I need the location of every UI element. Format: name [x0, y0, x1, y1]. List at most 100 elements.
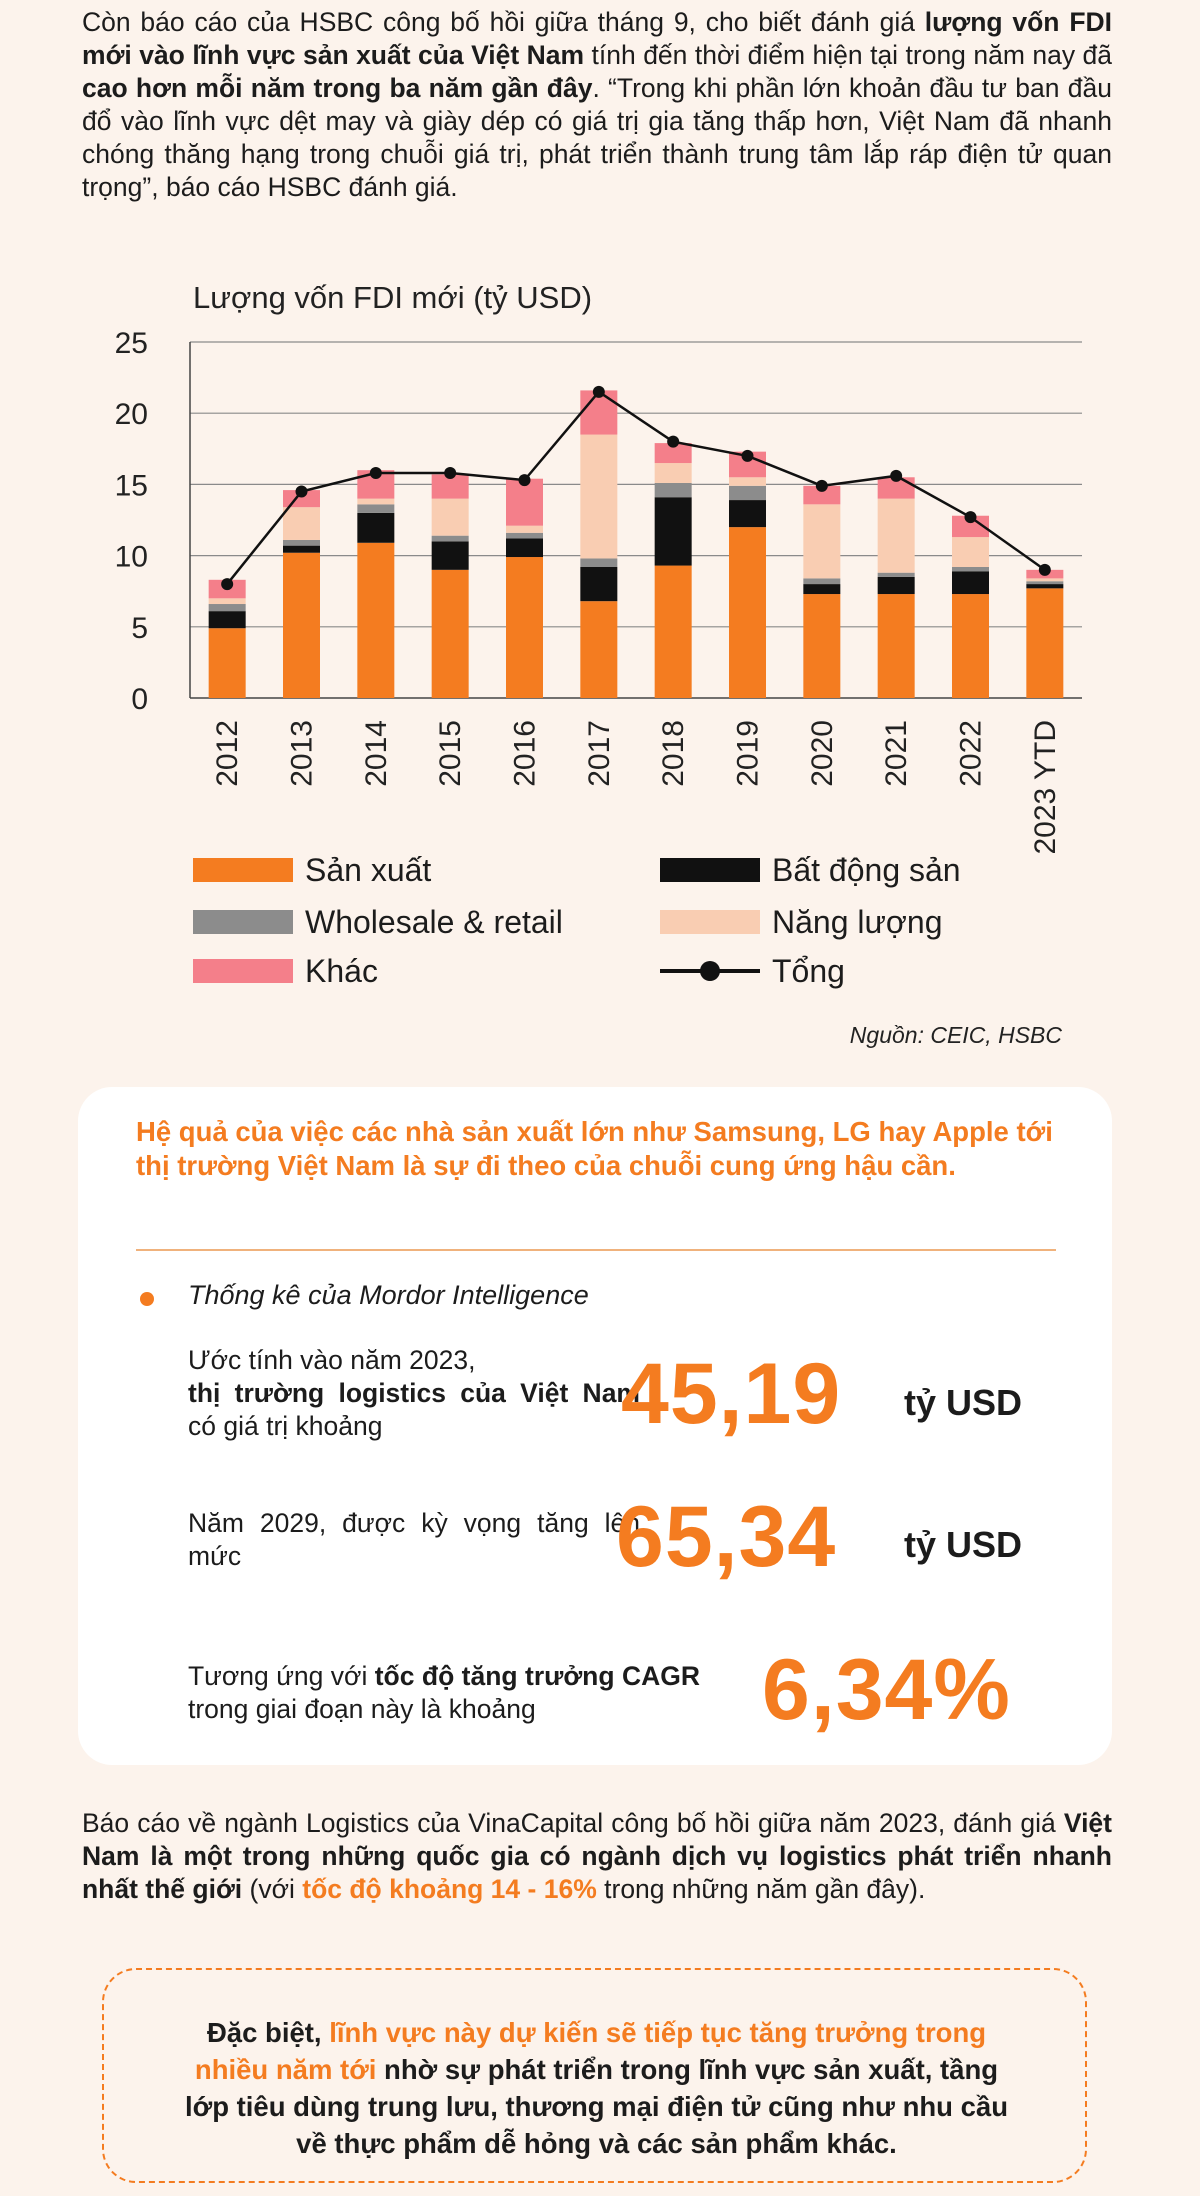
legend-label-wholesale: Wholesale & retail — [305, 904, 563, 940]
bar-segment — [952, 566, 989, 572]
stats-card: Hệ quả của việc các nhà sản xuất lớn như… — [78, 1087, 1112, 1765]
x-tick-label: 2013 — [286, 720, 319, 787]
stat2-text: Năm 2029, được kỳ vọng tăng lên mức — [188, 1508, 640, 1571]
callout-text: Đặc biệt, lĩnh vực này dự kiến sẽ tiếp t… — [174, 2014, 1019, 2162]
card-bullet-source: Thống kê của Mordor Intelligence — [188, 1280, 589, 1310]
callout-box: Đặc biệt, lĩnh vực này dự kiến sẽ tiếp t… — [102, 1968, 1087, 2183]
legend-label-other: Khác — [305, 953, 378, 989]
legend-item-energy: Năng lượng — [660, 902, 943, 942]
bar-segment — [877, 576, 915, 595]
legend-item-real-estate: Bất động sản — [660, 850, 961, 890]
bar-segment — [877, 477, 915, 499]
stat3-post: trong giai đoạn này là khoảng — [188, 1694, 536, 1724]
bar-segment — [208, 611, 246, 629]
callout-bold-2: nhờ sự phát triển trong lĩnh vực sản xuấ… — [185, 2054, 1008, 2159]
card-headline: Hệ quả của việc các nhà sản xuất lớn như… — [136, 1116, 1053, 1181]
outro-text-2: (với — [242, 1874, 303, 1904]
x-tick-label: 2019 — [732, 720, 765, 787]
bar-segment — [803, 504, 841, 579]
total-point — [815, 479, 828, 492]
bar-segment — [952, 571, 989, 595]
bar-segment — [580, 558, 618, 567]
bullet-dot-icon — [140, 1292, 154, 1306]
bar-segment — [654, 463, 692, 483]
total-line — [226, 390, 1046, 585]
bar-segment — [803, 578, 841, 585]
bar-segment — [952, 515, 989, 538]
bar-segment — [506, 557, 543, 698]
bar-segment — [729, 500, 766, 528]
legend-label-manufacturing: Sản xuất — [305, 852, 432, 888]
intro-text-2: tính đến thời điểm hiện tại trong năm na… — [584, 40, 1112, 70]
stat3-pre: Tương ứng với — [188, 1661, 375, 1691]
x-tick-label: 2020 — [806, 720, 839, 787]
total-point — [741, 449, 754, 462]
legend-swatch-other — [193, 959, 293, 983]
outro-text-3: trong những năm gần đây). — [596, 1874, 926, 1904]
bar-segment — [729, 477, 766, 486]
legend-swatch-wholesale — [193, 910, 293, 934]
bar-segment — [654, 565, 692, 698]
bar-segment — [431, 498, 469, 536]
intro-bold-1: lượng vốn FDI mới vào lĩnh vực sản xuất … — [82, 7, 1113, 70]
y-tick-label: 25 — [115, 327, 148, 360]
stat2-unit: tỷ USD — [904, 1524, 1023, 1565]
legend-swatch-manufacturing — [193, 858, 293, 882]
intro-text-3: . “Trong khi phần lớn khoản đầu tư ban đ… — [82, 73, 1112, 202]
bar-segment — [952, 594, 989, 698]
x-tick-label: 2018 — [657, 720, 690, 787]
card-divider — [136, 1249, 1056, 1251]
stat2-label: Năm 2029, được kỳ vọng tăng lên mức — [188, 1507, 640, 1573]
x-tick-label: 2021 — [880, 720, 913, 787]
legend-label-energy: Năng lượng — [772, 904, 943, 940]
fdi-chart: Lượng vốn FDI mới (tỷ USD) 0 5 10 15 20 25 2012… — [115, 280, 1082, 855]
bar-segment — [357, 512, 395, 543]
bar-segment — [357, 542, 395, 698]
outro-paragraph: Báo cáo về ngành Logistics của VinaCapit… — [82, 1807, 1112, 1906]
bar-segment — [803, 594, 841, 698]
x-tick-label: 2014 — [360, 720, 393, 787]
bar-segment — [1026, 581, 1064, 585]
total-point — [890, 469, 903, 482]
total-point — [592, 385, 605, 398]
x-tick-label: 2017 — [583, 720, 616, 787]
chart-title: Lượng vốn FDI mới (tỷ USD) — [193, 280, 592, 315]
legend-item-total: Tổng — [660, 951, 845, 991]
bar-segment — [654, 482, 692, 498]
bar-segment — [1026, 578, 1064, 582]
stat2-value: 65,34 — [616, 1489, 837, 1585]
bar-segment — [506, 538, 543, 558]
bar-segment — [580, 566, 618, 602]
outro-bold-1: Việt Nam là một trong những quốc gia có … — [82, 1808, 1112, 1904]
y-tick-label: 5 — [131, 612, 148, 645]
total-point — [1038, 563, 1051, 576]
stat3-label: Tương ứng với tốc độ tăng trưởng CAGR tr… — [188, 1660, 700, 1726]
callout-orange-1: lĩnh vực này dự kiến sẽ tiếp tục tăng tr… — [194, 2017, 987, 2085]
bar-segment — [283, 552, 320, 698]
callout-bold-1: Đặc biệt, — [206, 2017, 330, 2048]
bar-segment — [431, 541, 469, 570]
legend-swatch-energy — [660, 910, 760, 934]
bar-segment — [877, 594, 915, 698]
bar-segment — [208, 598, 246, 605]
bar-segment — [803, 584, 841, 595]
bar-segment — [283, 539, 320, 546]
bar-segment — [208, 628, 246, 698]
x-tick-label: 2015 — [434, 720, 467, 787]
bar-segment — [431, 569, 469, 698]
bar-segment — [1026, 584, 1064, 589]
bar-segment — [283, 507, 320, 540]
outro-orange-1: tốc độ khoảng 14 - 16% — [302, 1874, 597, 1904]
intro-bold-2: cao hơn mỗi năm trong ba năm gần đây — [82, 73, 593, 103]
legend-swatch-real-estate — [660, 858, 760, 882]
stat3-value: 6,34% — [762, 1642, 1011, 1738]
x-tick-label: 2022 — [955, 720, 988, 787]
x-tick-label: 2012 — [211, 720, 244, 787]
bar-segment — [877, 572, 915, 577]
bar-segment — [506, 532, 543, 539]
bar-segment — [580, 434, 618, 559]
bar-segment — [580, 601, 618, 698]
legend-item-wholesale: Wholesale & retail — [193, 902, 563, 942]
stat1-post: có giá trị khoảng — [188, 1411, 383, 1441]
bar-segment — [729, 527, 766, 698]
